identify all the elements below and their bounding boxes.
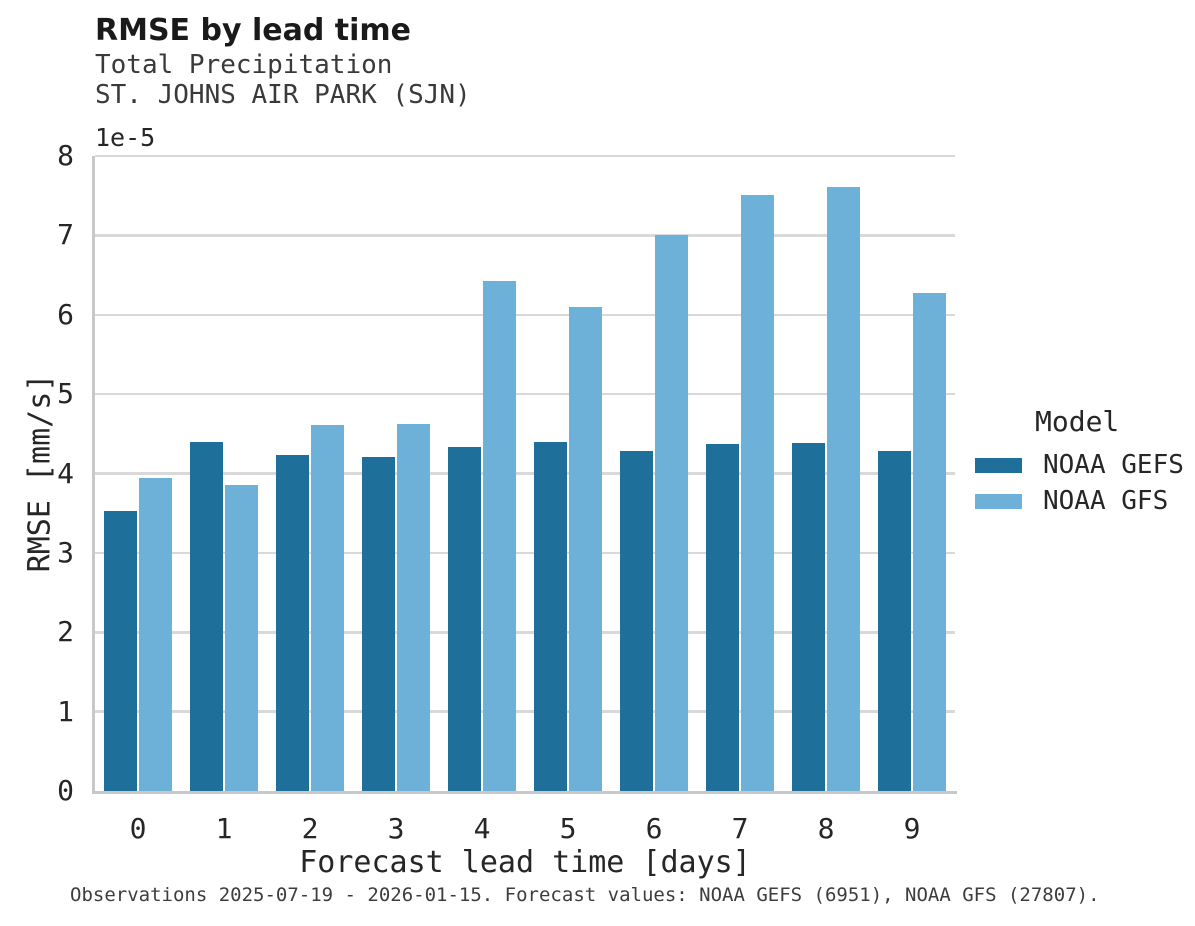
gridline-y-7 [95,234,955,237]
y-axis-offset-text: 1e-5 [95,123,156,152]
y-tick-label-3: 3 [57,535,74,569]
x-axis-label: Forecast lead time [days] [299,845,751,880]
x-tick-label-5: 5 [559,812,577,845]
bar-noaa-gefs-lead-2 [276,455,309,791]
caption: Observations 2025-07-19 - 2026-01-15. Fo… [70,884,1100,906]
legend-swatch-noaa-gfs [975,493,1022,509]
legend-title: Model [1035,405,1120,438]
bar-noaa-gfs-lead-9 [913,292,946,791]
y-tick-label-8: 8 [57,139,74,172]
y-axis-spine [92,156,95,794]
bar-noaa-gfs-lead-3 [397,423,430,791]
legend-label: NOAA GEFS [1043,450,1184,480]
bar-noaa-gfs-lead-4 [483,280,516,791]
legend-label: NOAA GFS [1043,486,1169,516]
x-tick-label-9: 9 [903,812,921,845]
bar-noaa-gefs-lead-9 [878,450,911,791]
x-tick-label-0: 0 [129,812,147,845]
bar-noaa-gfs-lead-8 [827,187,860,791]
legend-item-noaa-gefs: NOAA GEFS [975,447,1195,483]
bar-noaa-gefs-lead-8 [792,442,825,791]
bar-noaa-gfs-lead-7 [741,194,774,791]
legend-swatch-noaa-gefs [975,457,1022,473]
x-tick-label-8: 8 [817,812,835,845]
bar-noaa-gfs-lead-0 [139,478,172,791]
legend: Model NOAA GEFS NOAA GFS [975,405,1195,519]
legend-items: NOAA GEFS NOAA GFS [975,447,1195,519]
bar-noaa-gefs-lead-3 [362,456,395,791]
bar-noaa-gfs-lead-5 [569,306,602,791]
bar-noaa-gfs-lead-1 [225,485,258,791]
chart-subtitle-station: ST. JOHNS AIR PARK (SJN) [95,80,471,110]
gridline-y-1 [95,710,955,713]
x-tick-label-7: 7 [731,812,749,845]
bar-noaa-gefs-lead-0 [104,510,137,791]
plot-area [95,156,955,791]
gridline-y-6 [95,313,955,316]
y-tick-label-1: 1 [57,694,74,728]
bar-noaa-gefs-lead-4 [448,447,481,791]
x-tick-label-4: 4 [473,812,491,845]
y-tick-label-5: 5 [57,377,74,411]
y-tick-label-7: 7 [57,218,74,252]
legend-item-noaa-gfs: NOAA GFS [975,483,1195,519]
bar-noaa-gfs-lead-2 [311,425,344,791]
gridline-y-4 [95,472,955,475]
chart-subtitle-variable: Total Precipitation [95,50,393,80]
bar-noaa-gefs-lead-7 [706,444,739,791]
gridline-y-5 [95,392,955,396]
gridline-y-2 [95,631,955,634]
x-tick-label-6: 6 [645,812,663,845]
bar-noaa-gefs-lead-6 [620,451,653,791]
x-tick-label-1: 1 [215,812,233,845]
x-axis-spine [92,791,957,794]
y-tick-label-6: 6 [57,297,74,331]
y-tick-label-4: 4 [57,456,74,490]
bar-noaa-gfs-lead-6 [655,234,688,791]
chart-title: RMSE by lead time [95,13,411,48]
bar-noaa-gefs-lead-5 [534,441,567,791]
x-tick-label-3: 3 [387,812,405,845]
x-tick-label-2: 2 [301,812,319,845]
y-tick-label-2: 2 [57,615,74,649]
y-tick-label-0: 0 [57,774,74,807]
gridline-y-3 [95,551,955,555]
gridline-y-8 [95,154,955,158]
bar-noaa-gefs-lead-1 [190,441,223,791]
